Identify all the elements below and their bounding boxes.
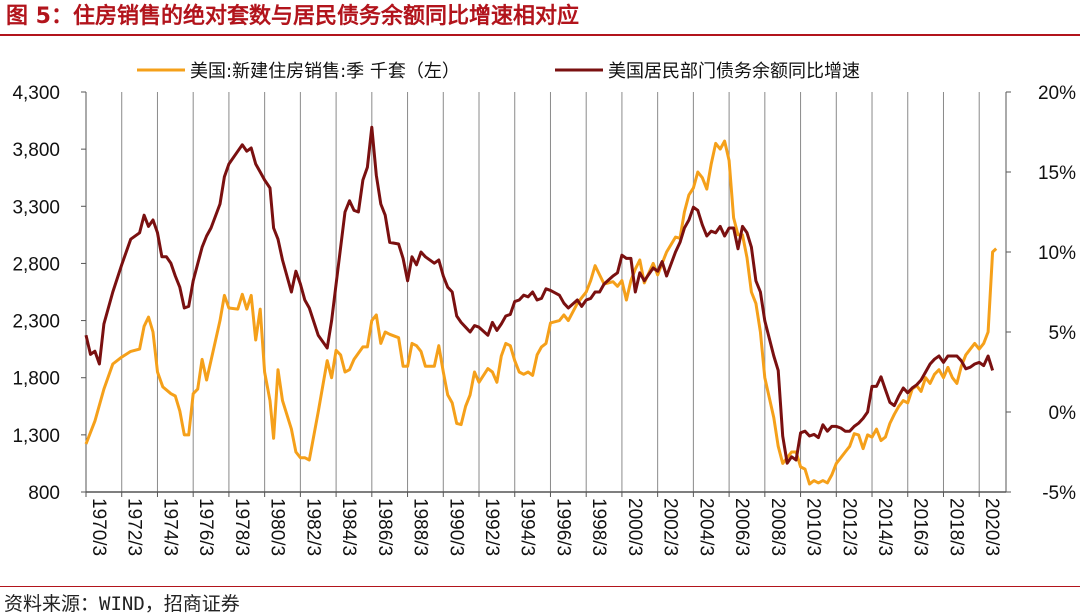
x-tick-label-2020-3: 2020/3 (981, 498, 1002, 556)
x-tick-label-1988-3: 1988/3 (410, 498, 431, 556)
left-tick-label-1300: 1,300 (12, 426, 60, 447)
x-tick-label-1974-3: 1974/3 (159, 498, 180, 556)
x-tick-label-2004-3: 2004/3 (695, 498, 716, 556)
x-tick-label-2014-3: 2014/3 (874, 498, 895, 556)
x-tick-label-1982-3: 1982/3 (302, 498, 323, 556)
left-tick-label-2300: 2,300 (12, 312, 60, 333)
right-tick-label-0: 0% (1049, 403, 1077, 424)
figure-title: 图 5：住房销售的绝对套数与居民债务余额同比增速相对应 (6, 4, 579, 29)
left-y-tick-labels: 4,300 3,800 3,300 2,800 2,300 1,800 1,300 800 (12, 83, 86, 504)
legend: 美国:新建住房销售:季 千套（左） 美国居民部门债务余额同比增速 (137, 61, 860, 82)
x-tick-label-1996-3: 1996/3 (552, 498, 573, 556)
x-tick-label-1990-3: 1990/3 (445, 498, 466, 556)
series-line-household-debt-growth (84, 125, 995, 465)
right-tick-label-5: 5% (1049, 323, 1077, 344)
x-tick-labels: 1970/3 1972/3 1974/3 1976/3 1978/3 1980/3 1982… (85, 492, 1002, 556)
legend-label-household-debt-growth: 美国居民部门债务余额同比增速 (608, 61, 860, 82)
x-tick-label-2012-3: 2012/3 (838, 498, 859, 556)
x-tick-label-1992-3: 1992/3 (481, 498, 502, 556)
x-tick-label-2000-3: 2000/3 (624, 498, 645, 556)
title-rule (0, 34, 1080, 36)
source-rule (0, 586, 1080, 587)
x-tick-label-1972-3: 1972/3 (124, 498, 145, 556)
legend-label-new-home-sales: 美国:新建住房销售:季 千套（左） (190, 61, 460, 82)
left-tick-label-3800: 3,800 (12, 140, 60, 161)
left-tick-label-1800: 1,800 (12, 369, 60, 390)
right-y-tick-labels: 20% 15% 10% 5% 0% -5% (1006, 83, 1076, 504)
x-tick-label-1998-3: 1998/3 (588, 498, 609, 556)
left-tick-label-2800: 2,800 (12, 254, 60, 275)
x-tick-label-1986-3: 1986/3 (374, 498, 395, 556)
x-tick-label-1978-3: 1978/3 (231, 498, 252, 556)
left-tick-label-4300: 4,300 (12, 83, 60, 104)
x-tick-label-2008-3: 2008/3 (767, 498, 788, 556)
series-line-new-home-sales (84, 139, 998, 486)
right-tick-label-20: 20% (1038, 83, 1076, 104)
x-tick-label-2016-3: 2016/3 (910, 498, 931, 556)
right-tick-label--5: -5% (1042, 483, 1076, 504)
x-tick-label-1984-3: 1984/3 (338, 498, 359, 556)
x-tick-label-1994-3: 1994/3 (517, 498, 538, 556)
right-tick-label-10: 10% (1038, 243, 1076, 264)
right-tick-label-15: 15% (1038, 163, 1076, 184)
x-tick-label-1970-3: 1970/3 (88, 498, 109, 556)
dual-axis-line-chart: 4,300 3,800 3,300 2,800 2,300 1,800 1,300 800 2… (12, 61, 1076, 556)
left-tick-label-800: 800 (28, 483, 60, 504)
x-tick-label-2010-3: 2010/3 (803, 498, 824, 556)
x-tick-label-2006-3: 2006/3 (731, 498, 752, 556)
x-tick-label-2018-3: 2018/3 (945, 498, 966, 556)
x-tick-label-1976-3: 1976/3 (195, 498, 216, 556)
source-note: 资料来源：WIND，招商证券 (4, 593, 240, 615)
x-tick-label-2002-3: 2002/3 (660, 498, 681, 556)
x-tick-label-1980-3: 1980/3 (267, 498, 288, 556)
left-tick-label-3300: 3,300 (12, 197, 60, 218)
